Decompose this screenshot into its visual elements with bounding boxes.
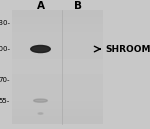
- Text: 100-: 100-: [0, 46, 10, 52]
- Ellipse shape: [31, 46, 50, 53]
- Text: 55-: 55-: [0, 98, 10, 104]
- Ellipse shape: [34, 99, 47, 102]
- Text: B: B: [74, 1, 82, 11]
- Ellipse shape: [38, 113, 43, 114]
- Text: 130-: 130-: [0, 20, 10, 26]
- Text: A: A: [36, 1, 45, 11]
- Text: SHROOM1: SHROOM1: [105, 45, 150, 54]
- Text: 70-: 70-: [0, 77, 10, 83]
